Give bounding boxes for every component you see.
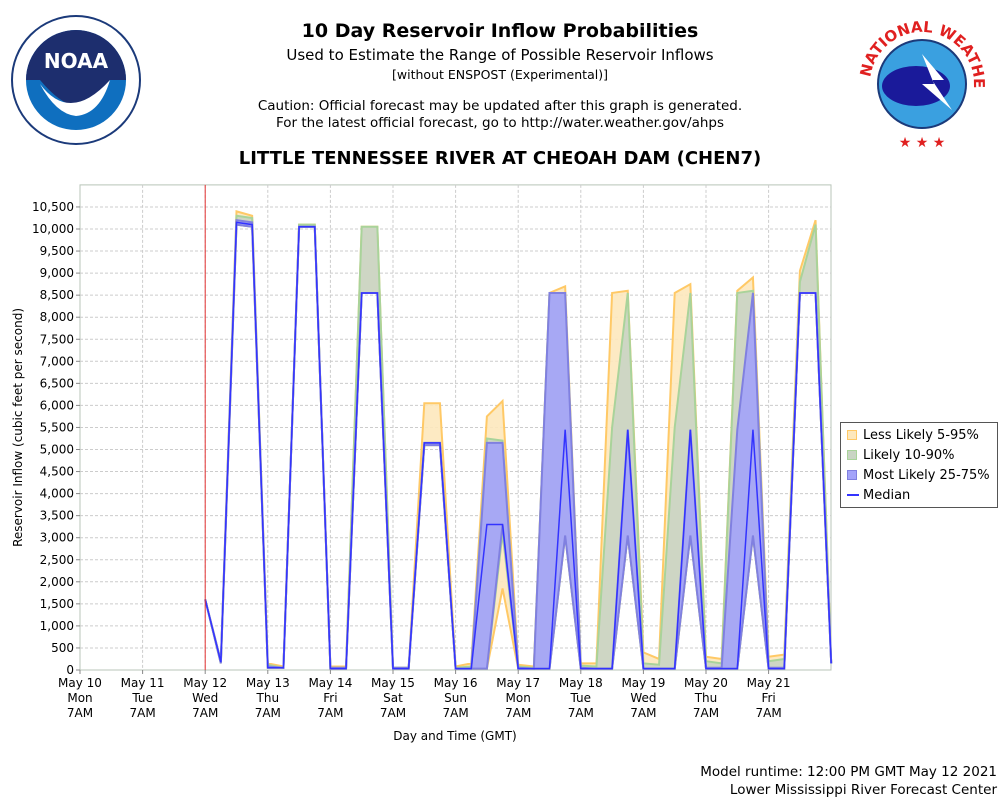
- legend-swatch: [847, 494, 859, 496]
- x-tick-date: May 12: [183, 676, 227, 690]
- legend-swatch: [847, 470, 857, 480]
- chart-note: [without ENSPOST (Experimental)]: [392, 67, 608, 82]
- y-tick-label: 6,000: [40, 398, 74, 412]
- x-tick-time: 7AM: [442, 706, 468, 720]
- legend-item-95: Less Likely 5-95%: [841, 425, 997, 445]
- x-tick-time: 7AM: [255, 706, 281, 720]
- legend-swatch: [847, 450, 857, 460]
- y-tick-label: 4,000: [40, 487, 74, 501]
- y-tick-label: 500: [51, 641, 74, 655]
- nws-logo: NATIONAL WEATHER SERVICE ★ ★ ★: [856, 14, 988, 151]
- x-tick-time: 7AM: [693, 706, 719, 720]
- y-tick-label: 10,500: [32, 200, 74, 214]
- chart-title: 10 Day Reservoir Inflow Probabilities: [301, 20, 699, 42]
- y-tick-label: 3,500: [40, 509, 74, 523]
- x-axis-label: Day and Time (GMT): [393, 729, 516, 743]
- forecast-link-text: For the latest official forecast, go to …: [275, 115, 725, 131]
- y-tick-label: 5,000: [40, 443, 74, 457]
- x-tick-time: 7AM: [129, 706, 155, 720]
- x-tick-day: Mon: [506, 691, 531, 705]
- legend-item-75: Most Likely 25-75%: [841, 465, 997, 485]
- y-tick-label: 6,500: [40, 376, 74, 390]
- y-tick-label: 2,000: [40, 575, 74, 589]
- x-tick-date: May 18: [559, 676, 603, 690]
- y-tick-label: 0: [66, 663, 74, 677]
- x-tick-day: Sat: [383, 691, 403, 705]
- x-tick-date: May 15: [371, 676, 415, 690]
- x-tick-day: Wed: [630, 691, 656, 705]
- legend-item-median: Median: [841, 485, 997, 505]
- legend-label: Less Likely 5-95%: [863, 427, 979, 443]
- band-10-90-area: [205, 215, 832, 669]
- y-tick-label: 2,500: [40, 553, 74, 567]
- x-tick-day: Tue: [570, 691, 592, 705]
- x-tick-time: 7AM: [192, 706, 218, 720]
- y-axis-label: Reservoir Inflow (cubic feet per second): [11, 308, 25, 547]
- x-tick-time: 7AM: [380, 706, 406, 720]
- median-line: [204, 221, 832, 670]
- legend-item-90: Likely 10-90%: [841, 445, 997, 465]
- x-tick-date: May 17: [496, 676, 540, 690]
- x-tick-day: Tue: [131, 691, 153, 705]
- y-tick-label: 7,500: [40, 332, 74, 346]
- y-tick-label: 10,000: [32, 222, 74, 236]
- model-runtime: Model runtime: 12:00 PM GMT May 12 2021: [700, 764, 997, 780]
- x-tick-date: May 19: [621, 676, 665, 690]
- y-tick-label: 1,000: [40, 619, 74, 633]
- noaa-logo: NOAA: [11, 15, 141, 145]
- y-tick-label: 8,000: [40, 310, 74, 324]
- x-tick-date: May 13: [246, 676, 290, 690]
- legend-label: Likely 10-90%: [863, 447, 955, 463]
- x-tick-time: 7AM: [568, 706, 594, 720]
- chart-subtitle: Used to Estimate the Range of Possible R…: [286, 46, 714, 64]
- y-tick-label: 9,000: [40, 266, 74, 280]
- forecast-center: Lower Mississippi River Forecast Center: [729, 782, 997, 798]
- y-tick-label: 8,500: [40, 288, 74, 302]
- y-tick-label: 1,500: [40, 597, 74, 611]
- x-tick-day: Wed: [192, 691, 218, 705]
- legend-label: Most Likely 25-75%: [863, 467, 990, 483]
- legend-label: Median: [863, 487, 911, 503]
- x-tick-date: May 16: [434, 676, 478, 690]
- legend: Less Likely 5-95% Likely 10-90% Most Lik…: [840, 422, 998, 508]
- x-tick-date: May 11: [121, 676, 165, 690]
- x-tick-day: Mon: [67, 691, 92, 705]
- x-tick-time: 7AM: [317, 706, 343, 720]
- y-tick-label: 4,500: [40, 465, 74, 479]
- x-tick-day: Sun: [444, 691, 467, 705]
- station-title: LITTLE TENNESSEE RIVER AT CHEOAH DAM (CH…: [238, 148, 762, 169]
- x-tick-date: May 21: [747, 676, 791, 690]
- x-tick-time: 7AM: [630, 706, 656, 720]
- legend-swatch: [847, 430, 857, 440]
- x-tick-date: May 14: [308, 676, 352, 690]
- x-tick-day: Thu: [694, 691, 718, 705]
- y-tick-label: 5,500: [40, 420, 74, 434]
- y-tick-label: 9,500: [40, 244, 74, 258]
- x-tick-date: May 10: [58, 676, 102, 690]
- y-tick-label: 7,000: [40, 354, 74, 368]
- x-tick-day: Fri: [761, 691, 775, 705]
- y-tick-label: 3,000: [40, 531, 74, 545]
- x-tick-day: Thu: [256, 691, 280, 705]
- noaa-logo-text: NOAA: [44, 49, 109, 73]
- star-icon: ★ ★ ★: [899, 135, 946, 151]
- x-tick-time: 7AM: [505, 706, 531, 720]
- x-tick-day: Fri: [323, 691, 337, 705]
- x-tick-time: 7AM: [755, 706, 781, 720]
- x-tick-date: May 20: [684, 676, 728, 690]
- x-tick-time: 7AM: [67, 706, 93, 720]
- caution-text: Caution: Official forecast may be update…: [257, 98, 743, 114]
